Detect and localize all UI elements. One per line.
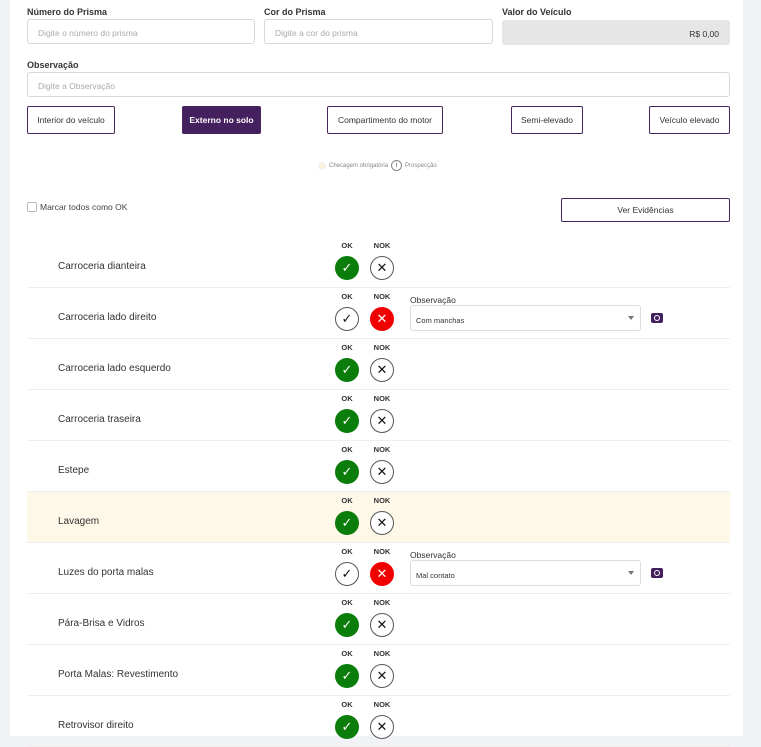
- checklist-row: Carroceria lado esquerdo OK NOK ✓ ✕: [27, 339, 730, 390]
- checklist-row: Lavagem OK NOK ✓ ✕: [27, 492, 730, 543]
- legend-prospect: Prospecção: [405, 162, 437, 169]
- ok-check-icon[interactable]: ✓: [335, 256, 359, 280]
- nok-x-icon[interactable]: ✕: [370, 256, 394, 280]
- nok-label: NOK: [373, 394, 391, 403]
- prism-number-input[interactable]: Digite o número do prisma: [27, 19, 255, 44]
- caret-down-icon: [628, 571, 634, 575]
- mandatory-dot-icon: [318, 161, 326, 170]
- nok-label: NOK: [373, 649, 391, 658]
- nok-label: NOK: [373, 700, 391, 709]
- tab-interior[interactable]: Interior do veículo: [27, 106, 115, 134]
- ok-label: OK: [341, 241, 353, 250]
- nok-x-icon[interactable]: ✕: [370, 358, 394, 382]
- prism-color-input[interactable]: Digite a cor do prisma: [264, 19, 493, 44]
- ok-label: OK: [341, 547, 353, 556]
- checklist-row: Carroceria lado direito OK NOK ✓ ✕ Observ…: [27, 288, 730, 339]
- vehicle-value-label: Valor do Veículo: [502, 7, 572, 17]
- observation-label: Observação: [27, 60, 79, 70]
- checklist-row: Carroceria dianteira OK NOK ✓ ✕: [27, 237, 730, 288]
- checklist-row: Pára-Brisa e Vidros OK NOK ✓ ✕: [27, 594, 730, 645]
- observation-input[interactable]: Digite a Observação: [27, 72, 730, 97]
- checklist-row: Luzes do porta malas OK NOK ✓ ✕ Observaçã…: [27, 543, 730, 594]
- nok-label: NOK: [373, 547, 391, 556]
- ok-label: OK: [341, 343, 353, 352]
- ok-check-icon[interactable]: ✓: [335, 307, 359, 331]
- tab-engine[interactable]: Compartimento do motor: [327, 106, 443, 134]
- item-name: Carroceria dianteira: [58, 261, 146, 272]
- item-name: Lavagem: [58, 516, 100, 527]
- camera-icon[interactable]: [651, 313, 663, 323]
- ok-label: OK: [341, 445, 353, 454]
- ok-check-icon[interactable]: ✓: [335, 715, 359, 739]
- item-name: Carroceria lado esquerdo: [58, 363, 171, 374]
- nok-x-icon[interactable]: ✕: [370, 409, 394, 433]
- checklist-row: Retrovisor direito OK NOK ✓ ✕: [27, 696, 730, 747]
- observation-select[interactable]: Com manchas: [410, 305, 641, 331]
- checklist-row: Carroceria traseira OK NOK ✓ ✕: [27, 390, 730, 441]
- observation-label: Observação: [410, 295, 456, 305]
- nok-x-icon[interactable]: ✕: [370, 460, 394, 484]
- item-name: Porta Malas: Revestimento: [58, 669, 179, 680]
- tab-elevated[interactable]: Veículo elevado: [649, 106, 730, 134]
- mark-all-checkbox[interactable]: [27, 202, 37, 212]
- prism-number-label: Número do Prisma: [27, 7, 108, 17]
- ok-label: OK: [341, 496, 353, 505]
- tab-external-ground[interactable]: Externo no solo: [182, 106, 261, 134]
- nok-label: NOK: [373, 598, 391, 607]
- caret-down-icon: [628, 316, 634, 320]
- nok-x-icon[interactable]: ✕: [370, 307, 394, 331]
- checklist-row: Estepe OK NOK ✓ ✕: [27, 441, 730, 492]
- ok-label: OK: [341, 394, 353, 403]
- observation-select[interactable]: Mal contato: [410, 560, 641, 586]
- observation-label: Observação: [410, 550, 456, 560]
- item-name: Pára-Brisa e Vidros: [58, 618, 145, 629]
- ok-label: OK: [341, 649, 353, 658]
- nok-label: NOK: [373, 496, 391, 505]
- item-name: Carroceria lado direito: [58, 312, 157, 323]
- ok-check-icon[interactable]: ✓: [335, 562, 359, 586]
- nok-x-icon[interactable]: ✕: [370, 664, 394, 688]
- legend-mandatory: Checagem obrigatória: [329, 162, 389, 169]
- camera-icon[interactable]: [651, 568, 663, 578]
- ok-check-icon[interactable]: ✓: [335, 511, 359, 535]
- item-name: Carroceria traseira: [58, 414, 141, 425]
- ok-check-icon[interactable]: ✓: [335, 613, 359, 637]
- ok-check-icon[interactable]: ✓: [335, 460, 359, 484]
- ok-check-icon[interactable]: ✓: [335, 664, 359, 688]
- nok-x-icon[interactable]: ✕: [370, 613, 394, 637]
- legend: Checagem obrigatória i Prospecção: [318, 160, 437, 171]
- info-icon: i: [391, 160, 403, 171]
- nok-x-icon[interactable]: ✕: [370, 715, 394, 739]
- view-evidence-button[interactable]: Ver Evidências: [561, 198, 730, 222]
- tab-semi-elevated[interactable]: Semi-elevado: [511, 106, 583, 134]
- ok-label: OK: [341, 700, 353, 709]
- observation-value: Mal contato: [416, 571, 455, 580]
- item-name: Retrovisor direito: [58, 720, 134, 731]
- item-name: Estepe: [58, 465, 90, 476]
- mark-all-label: Marcar todos como OK: [40, 202, 128, 212]
- nok-x-icon[interactable]: ✕: [370, 511, 394, 535]
- ok-label: OK: [341, 598, 353, 607]
- observation-value: Com manchas: [416, 316, 465, 325]
- prism-color-label: Cor do Prisma: [264, 7, 326, 17]
- nok-label: NOK: [373, 241, 391, 250]
- item-name: Luzes do porta malas: [58, 567, 154, 578]
- ok-check-icon[interactable]: ✓: [335, 358, 359, 382]
- ok-check-icon[interactable]: ✓: [335, 409, 359, 433]
- nok-label: NOK: [373, 343, 391, 352]
- nok-label: NOK: [373, 292, 391, 301]
- ok-label: OK: [341, 292, 353, 301]
- nok-label: NOK: [373, 445, 391, 454]
- vehicle-value-field: R$ 0,00: [502, 20, 730, 45]
- nok-x-icon[interactable]: ✕: [370, 562, 394, 586]
- mark-all-ok[interactable]: Marcar todos como OK: [27, 202, 127, 212]
- checklist-row: Porta Malas: Revestimento OK NOK ✓ ✕: [27, 645, 730, 696]
